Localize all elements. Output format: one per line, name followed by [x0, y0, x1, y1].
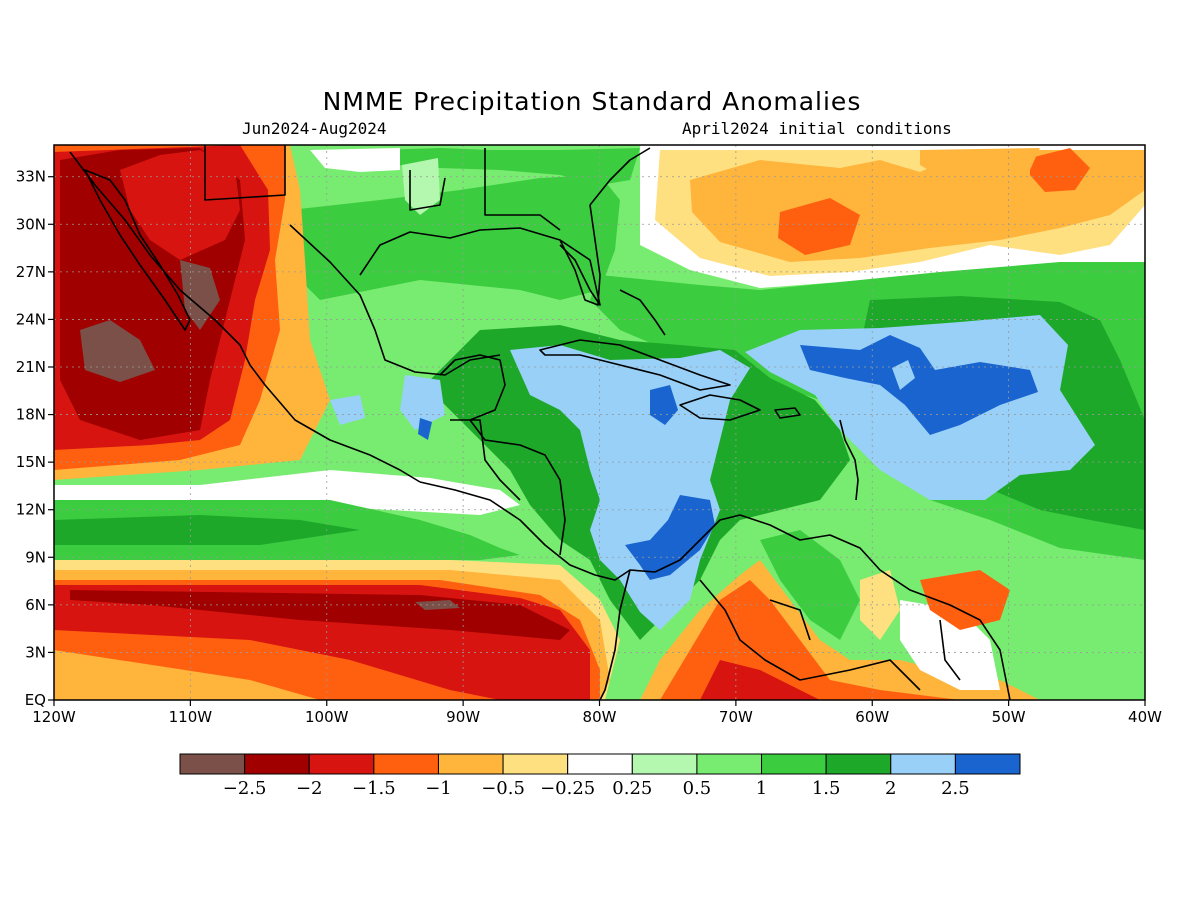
lat-tick-label: 18N [16, 406, 46, 424]
lat-tick-label: 21N [16, 358, 46, 376]
colorbar-swatch [761, 753, 827, 775]
lat-tick-label: 33N [16, 168, 46, 186]
lon-tick-label: 80W [583, 708, 617, 726]
map-title: NMME Precipitation Standard Anomalies [323, 87, 862, 116]
colorbar-swatch [244, 753, 310, 775]
lat-tick-label: EQ [25, 691, 46, 709]
colorbar-label: −2 [296, 778, 323, 799]
lon-tick-label: 120W [32, 708, 76, 726]
colorbar-swatch [696, 753, 763, 775]
colorbar-label: −1 [425, 778, 452, 799]
lon-tick-label: 110W [169, 708, 213, 726]
lat-tick-label: 27N [16, 263, 46, 281]
lon-tick-label: 40W [1128, 708, 1162, 726]
lon-tick-label: 60W [855, 708, 889, 726]
colorbar-label: −0.5 [481, 778, 525, 799]
lon-tick-label: 90W [446, 708, 480, 726]
colorbar-label: −2.5 [223, 778, 267, 799]
colorbar-swatch [567, 753, 633, 775]
lat-tick-label: 15N [16, 453, 46, 471]
anomaly-field [54, 145, 1145, 700]
lat-tick-label: 6N [25, 596, 46, 614]
colorbar-label: −0.25 [540, 778, 595, 799]
lon-tick-label: 100W [305, 708, 349, 726]
lon-tick-label: 50W [992, 708, 1026, 726]
colorbar-swatch [437, 753, 504, 775]
colorbar-swatch [954, 753, 1021, 775]
colorbar-label: −1.5 [352, 778, 396, 799]
colorbar-label: 0.25 [612, 778, 652, 799]
colorbar-swatch [179, 753, 246, 775]
lat-tick-label: 12N [16, 501, 46, 519]
colorbar-swatch [308, 753, 375, 775]
lat-tick-label: 9N [25, 548, 46, 566]
init-conditions-label: April2024 initial conditions [682, 119, 952, 138]
colorbar-swatch [502, 753, 569, 775]
colorbar-label: 1.5 [812, 778, 841, 799]
lat-tick-label: 24N [16, 310, 46, 328]
colorbar-label: 2 [885, 778, 896, 799]
period-label: Jun2024-Aug2024 [242, 119, 387, 138]
colorbar: −2.5 −2 −1.5 −1 −0.5 −0.25 0.25 0.5 1 1.5 2 2.5 [179, 753, 1021, 799]
lat-tick-label: 30N [16, 215, 46, 233]
colorbar-label: 0.5 [683, 778, 712, 799]
lat-tick-label: 3N [25, 643, 46, 661]
lon-tick-label: 70W [719, 708, 753, 726]
longitude-axis: 120W 110W 100W 90W 80W 70W 60W 50W 40W [32, 700, 1162, 726]
colorbar-label: 2.5 [941, 778, 970, 799]
colorbar-label: 1 [756, 778, 767, 799]
latitude-axis: EQ 3N 6N 9N 12N 15N 18N 21N 24N 27N 30N 33N [16, 168, 54, 709]
colorbar-swatch [890, 753, 956, 775]
colorbar-swatch [631, 753, 698, 775]
colorbar-swatch [373, 753, 439, 775]
coastlines [69, 145, 1011, 700]
colorbar-swatch [825, 753, 892, 775]
graticule [54, 145, 1145, 700]
